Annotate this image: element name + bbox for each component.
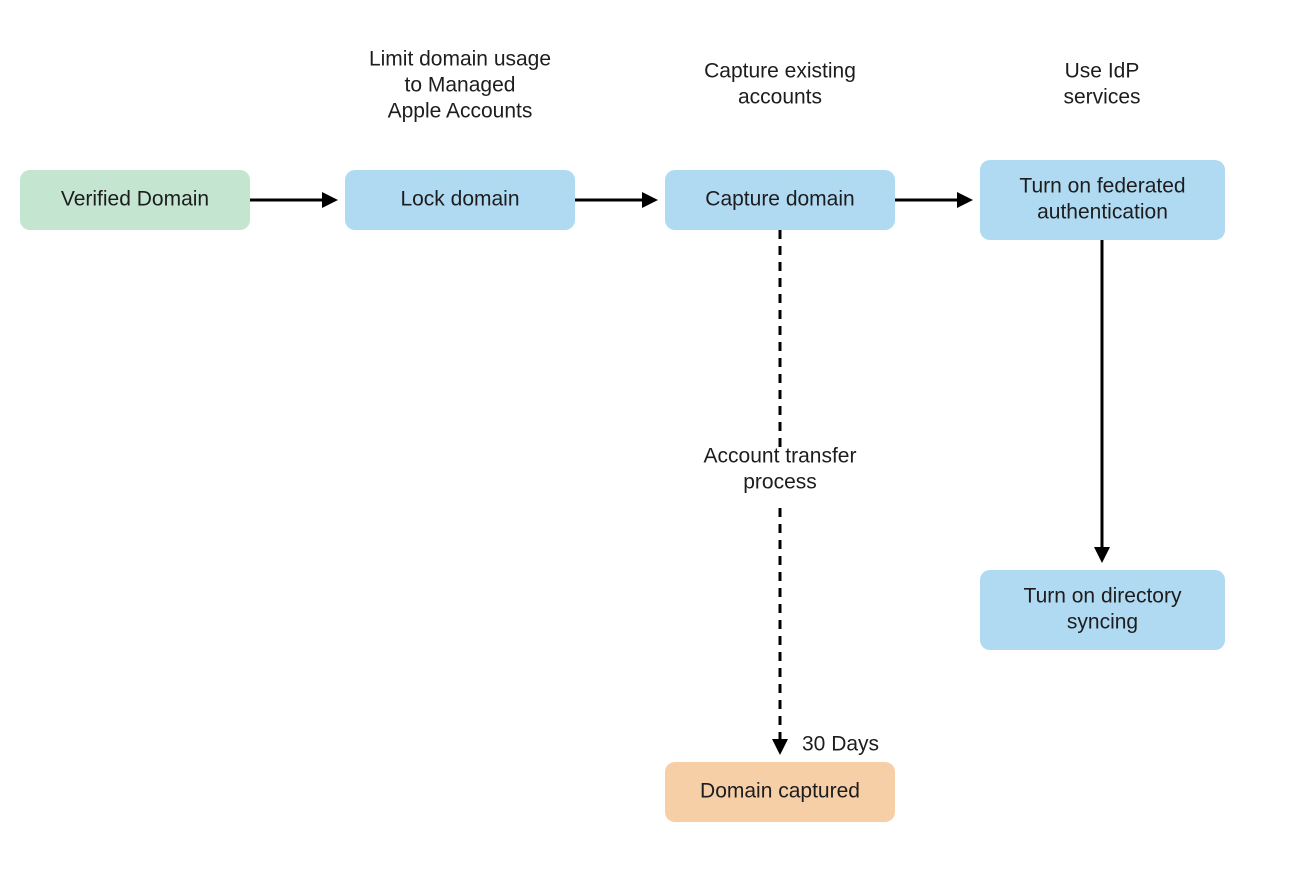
edge-capture-to-captured-label-line-0: Account transfer	[704, 445, 857, 468]
header-lock-line-1: to Managed	[405, 74, 516, 97]
node-dirsync: Turn on directory syncing	[980, 570, 1225, 650]
header-lock-line-2: Apple Accounts	[388, 100, 533, 123]
header-federated-line-0: Use IdP	[1065, 60, 1140, 83]
nodes-layer: Verified Domain Lock domain Capture domain…	[20, 160, 1225, 822]
node-dirsync-label-line-1: syncing	[1067, 611, 1138, 634]
node-capture: Capture domain	[665, 170, 895, 230]
header-capture-line-0: Capture existing	[704, 60, 856, 83]
edge-capture-to-captured: Account transfer process	[704, 230, 857, 752]
node-capture-label-line-0: Capture domain	[705, 188, 854, 211]
annotations-layer: 30 Days	[802, 733, 879, 756]
node-captured: Domain captured	[665, 762, 895, 822]
header-lock-line-0: Limit domain usage	[369, 48, 551, 71]
flowchart-canvas: Account transfer process Verified Domain Lo…	[0, 0, 1296, 896]
node-verified-label-line-0: Verified Domain	[61, 188, 209, 211]
header-federated-line-1: services	[1063, 86, 1140, 109]
header-capture-line-1: accounts	[738, 86, 822, 109]
node-lock-label-line-0: Lock domain	[400, 188, 519, 211]
node-lock: Lock domain	[345, 170, 575, 230]
headers-layer: Limit domain usage to Managed Apple Accoun…	[369, 48, 1141, 123]
node-federated-label-line-0: Turn on federated	[1019, 175, 1185, 198]
node-dirsync-label-line-0: Turn on directory	[1024, 585, 1182, 608]
edge-capture-to-captured-label-line-1: process	[743, 471, 817, 494]
annotation-0: 30 Days	[802, 733, 879, 756]
node-federated: Turn on federated authentication	[980, 160, 1225, 240]
node-verified: Verified Domain	[20, 170, 250, 230]
node-federated-label-line-1: authentication	[1037, 201, 1168, 224]
node-captured-label-line-0: Domain captured	[700, 780, 860, 803]
edges-layer: Account transfer process	[250, 200, 1102, 752]
